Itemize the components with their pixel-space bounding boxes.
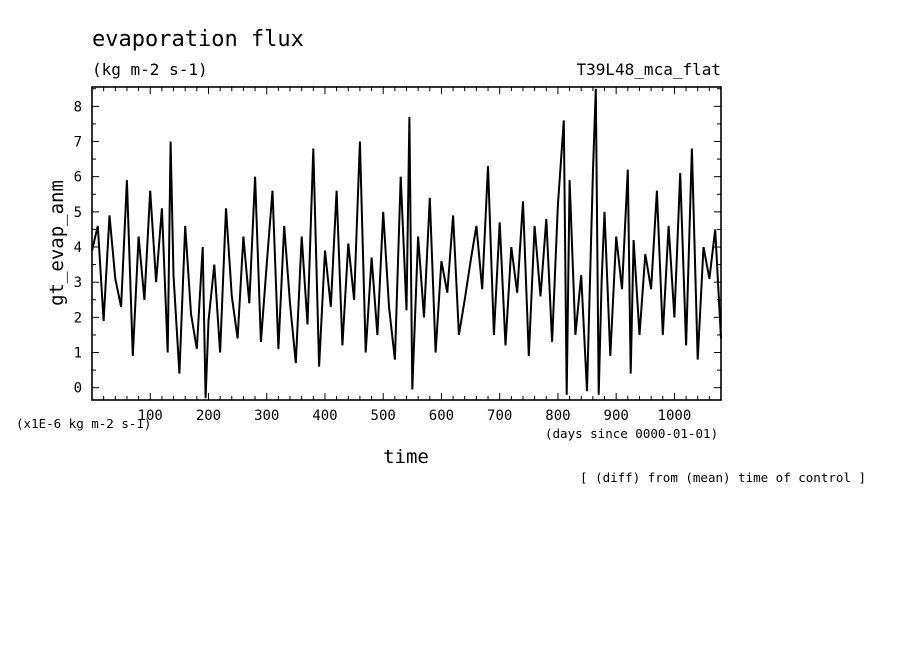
y-tick-label: 5 bbox=[74, 205, 82, 221]
y-scale-note: (x1E-6 kg m-2 s-1) bbox=[16, 416, 151, 431]
y-tick-label: 2 bbox=[74, 310, 82, 326]
experiment-label: T39L48_mca_flat bbox=[577, 60, 722, 79]
x-tick-label: 800 bbox=[545, 408, 570, 424]
y-tick-label: 3 bbox=[74, 275, 82, 291]
y-axis: 0 1 2 3 4 5 6 7 8 bbox=[74, 88, 721, 397]
y-axis-title: gt_evap_anm bbox=[46, 180, 68, 306]
series-line bbox=[91, 88, 722, 399]
x-axis: 100 200 300 400 500 600 700 800 900 1000 bbox=[103, 87, 710, 424]
y-tick-label: 6 bbox=[74, 170, 82, 186]
x-tick-label: 600 bbox=[429, 408, 454, 424]
series-group bbox=[91, 88, 722, 399]
y-tick-label: 7 bbox=[74, 135, 82, 151]
x-axis-title: time bbox=[383, 446, 429, 468]
y-tick-label: 8 bbox=[74, 99, 82, 115]
chart-title: evaporation flux bbox=[92, 27, 304, 52]
x-tick-label: 900 bbox=[604, 408, 629, 424]
chart-units: (kg m-2 s-1) bbox=[92, 60, 208, 79]
x-tick-label: 1000 bbox=[658, 408, 692, 424]
x-units-label: (days since 0000-01-01) bbox=[545, 426, 718, 441]
x-tick-label: 700 bbox=[487, 408, 512, 424]
y-tick-label: 4 bbox=[74, 240, 82, 256]
x-tick-label: 500 bbox=[371, 408, 396, 424]
y-tick-label: 0 bbox=[74, 381, 82, 397]
x-tick-label: 400 bbox=[312, 408, 337, 424]
footnote: [ (diff) from (mean) time of control ] bbox=[580, 470, 866, 485]
x-tick-label: 100 bbox=[138, 408, 163, 424]
x-tick-label: 300 bbox=[254, 408, 279, 424]
x-tick-label: 200 bbox=[196, 408, 221, 424]
y-tick-label: 1 bbox=[74, 346, 82, 362]
